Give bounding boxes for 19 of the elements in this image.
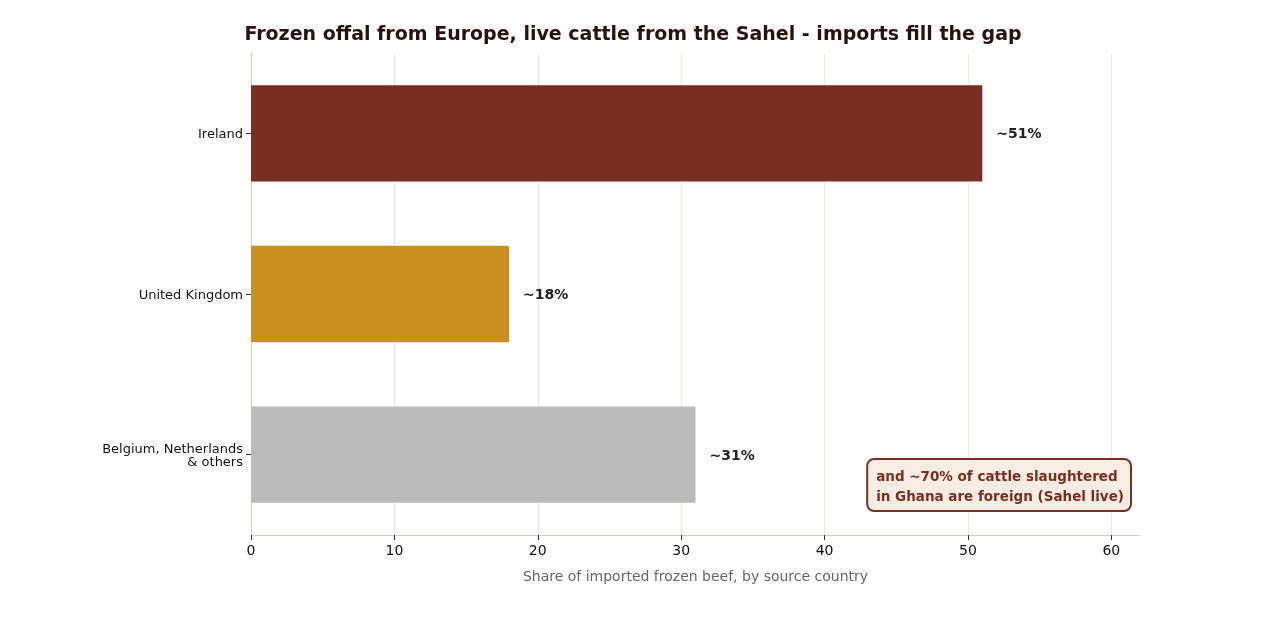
y-tick-label: Ireland [198,125,243,141]
bar [251,406,696,503]
data-label: ~31% [709,446,755,463]
x-tick-label: 40 [815,542,834,558]
annotation: and ~70% of cattle slaughtered in Ghana are foreign (Sahel live) [876,468,1124,504]
y-tick-label: Belgium, Netherlands & others [102,440,244,469]
y-tick-label: United Kingdom [138,286,243,302]
bar [251,85,983,182]
x-tick-label: 30 [672,542,691,558]
x-tick-label: 60 [1102,542,1121,558]
bar [251,245,510,343]
x-tick-label: 50 [959,542,977,558]
x-tick-label: 20 [528,542,547,558]
x-axis-title: Share of imported frozen beef, by source country [522,568,869,584]
data-label: ~18% [523,286,569,302]
x-tick-label: 10 [385,542,404,558]
chart-title: Frozen offal from Europe, live cattle from the Sahel - imports fill the gap [244,21,1022,44]
data-label: ~51% [996,125,1042,142]
x-tick-label: 0 [246,542,256,558]
